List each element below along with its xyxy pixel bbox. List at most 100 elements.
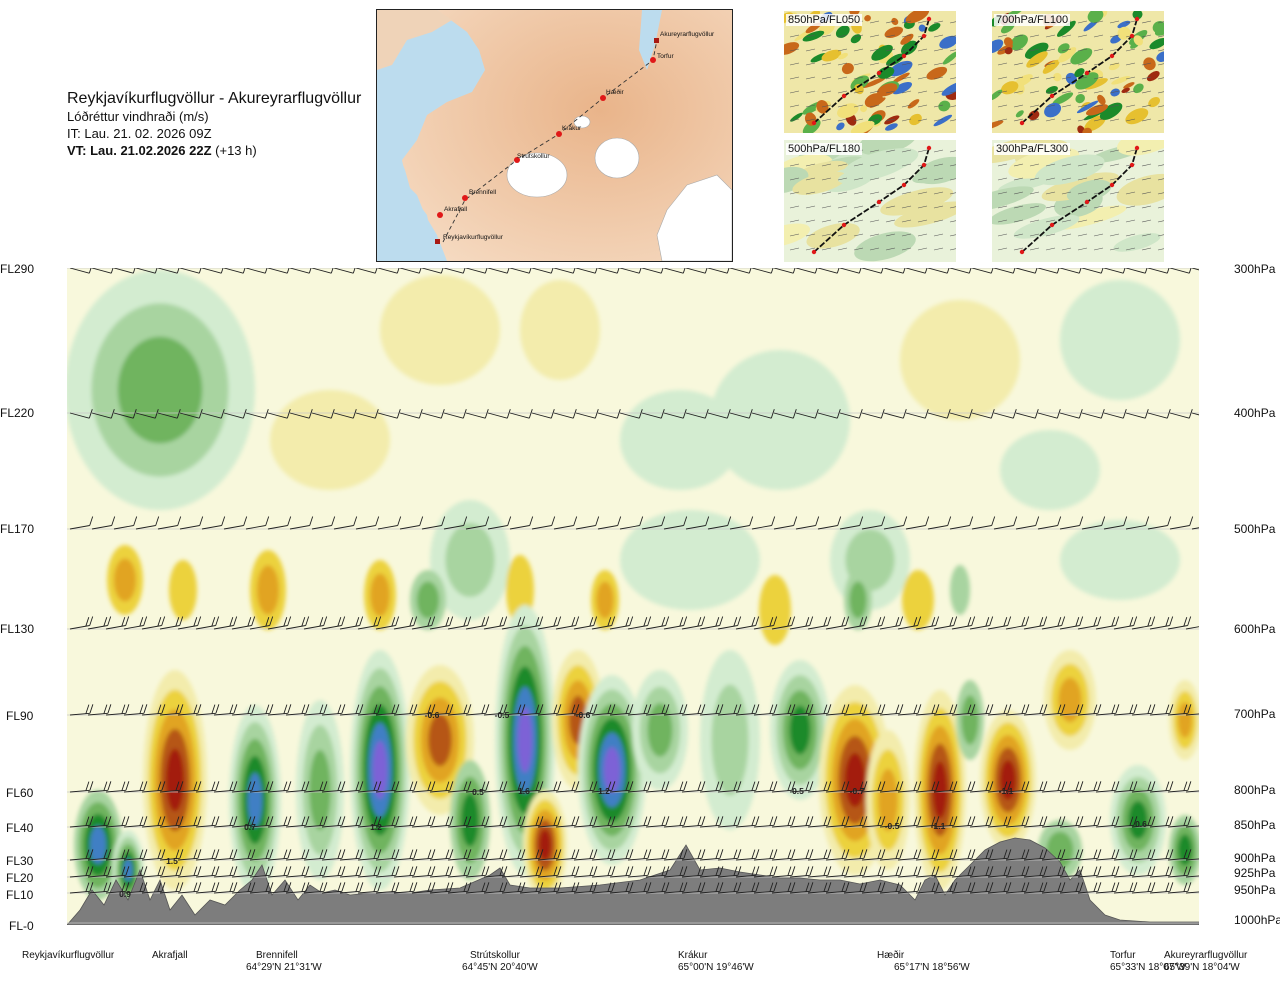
wind-barb	[641, 412, 662, 419]
thumbnail-barb	[933, 76, 944, 80]
wind-barb	[339, 874, 360, 878]
wind-barb-flag	[989, 882, 994, 892]
wind-barb-flag	[899, 616, 904, 626]
thumbnail-barb	[1013, 191, 1024, 195]
thumbnail-700hpa[interactable]: 700hPa/FL100	[992, 11, 1164, 133]
wind-barb-flag	[431, 616, 436, 626]
thumbnail-barb	[1045, 48, 1056, 52]
wind-barb	[421, 525, 442, 530]
wind-barb-flag	[283, 704, 288, 714]
wind-barb-flag	[967, 882, 972, 892]
wind-barb	[751, 412, 772, 419]
wind-barb-flag	[229, 816, 234, 826]
wind-barb-flag	[503, 616, 508, 626]
wind-barb	[289, 525, 310, 530]
wind-barb-flag	[755, 781, 760, 791]
wind-barb	[157, 268, 178, 274]
wind-barb-flag	[575, 816, 580, 826]
wind-barb	[123, 857, 144, 861]
wind-barb	[105, 890, 126, 894]
thumbnail-contour	[864, 93, 883, 108]
wind-barb-flag	[233, 704, 238, 714]
wind-barb	[321, 824, 342, 828]
wind-barb	[443, 525, 464, 530]
wind-barb	[157, 525, 178, 530]
wind-barb-flag	[193, 849, 198, 859]
wind-barb	[393, 625, 414, 630]
thumbnail-barb	[901, 34, 912, 38]
wind-barb-flag	[611, 866, 616, 876]
wind-barb	[213, 874, 234, 878]
wind-barb-flag	[917, 882, 922, 892]
wind-barb	[1077, 789, 1098, 793]
thumbnail-barb	[1141, 233, 1152, 237]
wind-barb-flag	[827, 616, 832, 626]
thumbnail-barb	[1157, 91, 1164, 94]
wind-barb	[993, 268, 1014, 274]
wind-barb-flag	[287, 849, 292, 859]
wind-barb	[1059, 268, 1080, 274]
wind-barb	[195, 824, 216, 828]
wind-barb-flag	[859, 516, 864, 526]
wind-barb-flag	[485, 882, 490, 892]
wind-barb-flag	[1025, 704, 1030, 714]
thumbnail-barb	[1093, 118, 1104, 122]
wind-barb-flag	[1147, 704, 1152, 714]
wind-barb-flag	[553, 849, 558, 859]
wind-barb-flag	[1057, 704, 1062, 714]
wind-barb-flag	[161, 866, 166, 876]
wind-barb	[591, 824, 612, 828]
wind-barb-flag	[125, 781, 130, 791]
wind-barb	[987, 874, 1008, 878]
wind-barb-flag	[947, 516, 952, 526]
contour-cell	[603, 747, 621, 793]
wind-barb-flag	[308, 409, 313, 419]
thumbnail-barb	[1013, 104, 1024, 108]
thumbnail-300hpa[interactable]: 300hPa/FL300	[992, 140, 1164, 262]
wind-barb-flag	[845, 882, 850, 892]
wind-barb-flag	[233, 882, 238, 892]
thumbnail-barb	[1077, 247, 1088, 251]
location-brennifell: Brennifell 64°29'N 21°31'W	[246, 950, 322, 973]
wind-barb-flag	[1003, 882, 1008, 892]
wind-barb-flag	[179, 816, 184, 826]
wind-barb	[1095, 857, 1116, 861]
thumbnail-barb	[1029, 104, 1040, 108]
wind-barb-flag	[1167, 516, 1172, 526]
wind-barb	[807, 824, 828, 828]
contour-cell	[711, 684, 749, 796]
wind-barb-flag	[1097, 882, 1102, 892]
thumbnail-barb	[1157, 248, 1164, 251]
wind-barb	[645, 625, 666, 630]
thumbnail-barb	[885, 48, 896, 52]
thumbnail-contour	[926, 66, 948, 80]
wind-barb-flag	[593, 616, 598, 626]
thumbnail-barb	[997, 163, 1008, 167]
wind-barb-flag	[575, 781, 580, 791]
thumbnail-contour	[862, 77, 886, 88]
wind-barb-flag	[902, 409, 907, 419]
wind-barb-flag	[792, 409, 797, 419]
wind-barb	[113, 412, 134, 419]
wind-barb	[245, 412, 266, 419]
thumbnail-marker	[1134, 145, 1140, 151]
thumbnail-barb	[949, 49, 956, 52]
wind-barb	[249, 712, 270, 716]
wind-barb	[69, 857, 90, 861]
thumbnail-850hpa[interactable]: 850hPa/FL050	[784, 11, 956, 133]
wind-barb-flag	[330, 409, 335, 419]
wind-barb-flag	[913, 866, 918, 876]
wind-barb	[915, 824, 936, 828]
wind-barb	[267, 412, 288, 419]
thumbnail-barb	[821, 247, 832, 251]
wind-barb	[1095, 712, 1116, 716]
wind-barb	[69, 712, 90, 716]
wind-barb	[399, 412, 420, 419]
thumbnail-barb	[1157, 49, 1164, 52]
thumbnail-barb	[1125, 118, 1136, 122]
wind-barb-flag	[107, 616, 112, 626]
wind-barb-flag	[665, 616, 670, 626]
thumbnail-500hpa[interactable]: 500hPa/FL180	[784, 140, 956, 262]
thumbnail-contour	[850, 34, 862, 44]
wind-barb-flag	[553, 617, 558, 627]
